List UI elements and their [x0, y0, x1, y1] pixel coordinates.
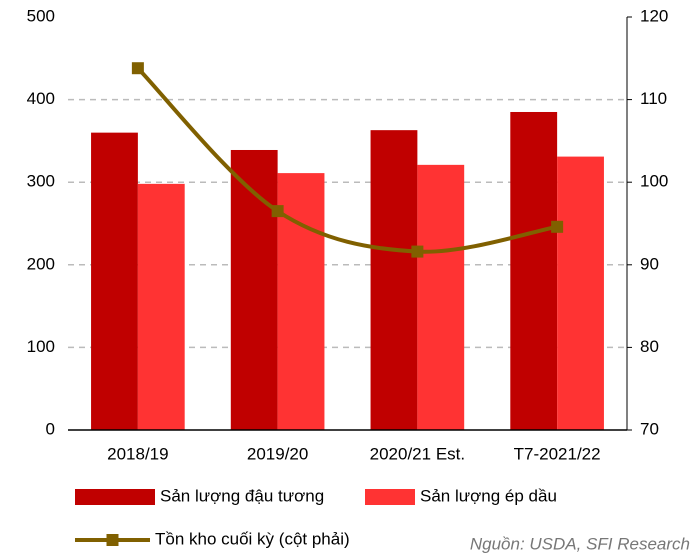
legend-label: Tồn kho cuối kỳ (cột phải) [155, 529, 350, 548]
bar [277, 173, 325, 430]
y2-tick-label: 90 [640, 254, 659, 273]
y2-tick-label: 110 [640, 89, 667, 108]
legend-swatch [365, 489, 415, 505]
y2-tick-label: 70 [640, 419, 659, 438]
legend-swatch [75, 489, 155, 505]
x-tick-label: 2019/20 [247, 444, 308, 463]
y-tick-label: 100 [27, 337, 55, 356]
legend-label: Sản lượng ép dầu [420, 486, 557, 505]
y-tick-label: 300 [27, 172, 55, 191]
y2-tick-label: 100 [640, 172, 668, 191]
line-marker [271, 205, 284, 218]
line-marker [131, 62, 144, 75]
bar [370, 130, 418, 431]
source-note: Nguồn: USDA, SFI Research [470, 534, 690, 553]
bar [557, 156, 604, 430]
x-tick-label: T7-2021/22 [514, 444, 601, 463]
y2-tick-label: 120 [640, 6, 668, 25]
line-marker [551, 220, 564, 233]
line-marker [411, 245, 424, 258]
bar [137, 183, 185, 430]
bar [230, 149, 278, 430]
legend-label: Sản lượng đậu tương [160, 486, 324, 505]
y-tick-label: 0 [46, 419, 55, 438]
y-tick-label: 500 [27, 6, 55, 25]
bar [417, 164, 465, 430]
y-tick-label: 400 [27, 89, 55, 108]
bar [510, 111, 558, 431]
x-tick-label: 2020/21 Est. [370, 444, 465, 463]
line [136, 66, 558, 254]
y2-tick-label: 80 [640, 337, 659, 356]
bar [91, 132, 138, 430]
x-tick-label: 2018/19 [107, 444, 168, 463]
y-tick-label: 200 [27, 254, 55, 273]
legend-marker [106, 534, 119, 546]
